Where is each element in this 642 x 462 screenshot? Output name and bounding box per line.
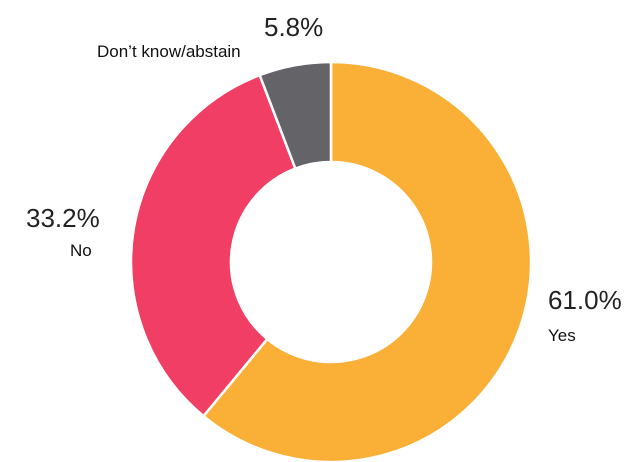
slice-label-no: No bbox=[70, 241, 92, 260]
slice-no bbox=[129, 73, 297, 418]
donut-labels: 61.0% Yes 33.2% No 5.8% Don’t know/absta… bbox=[26, 12, 622, 345]
slice-value-no: 33.2% bbox=[26, 203, 100, 233]
slice-value-yes: 61.0% bbox=[548, 285, 622, 315]
slice-label-yes: Yes bbox=[548, 326, 576, 345]
slice-dont-know bbox=[258, 60, 333, 170]
slice-yes bbox=[202, 60, 533, 462]
slice-value-dont-know: 5.8% bbox=[264, 12, 323, 42]
donut-slices bbox=[129, 60, 533, 462]
slice-label-dont-know: Don’t know/abstain bbox=[97, 42, 241, 61]
